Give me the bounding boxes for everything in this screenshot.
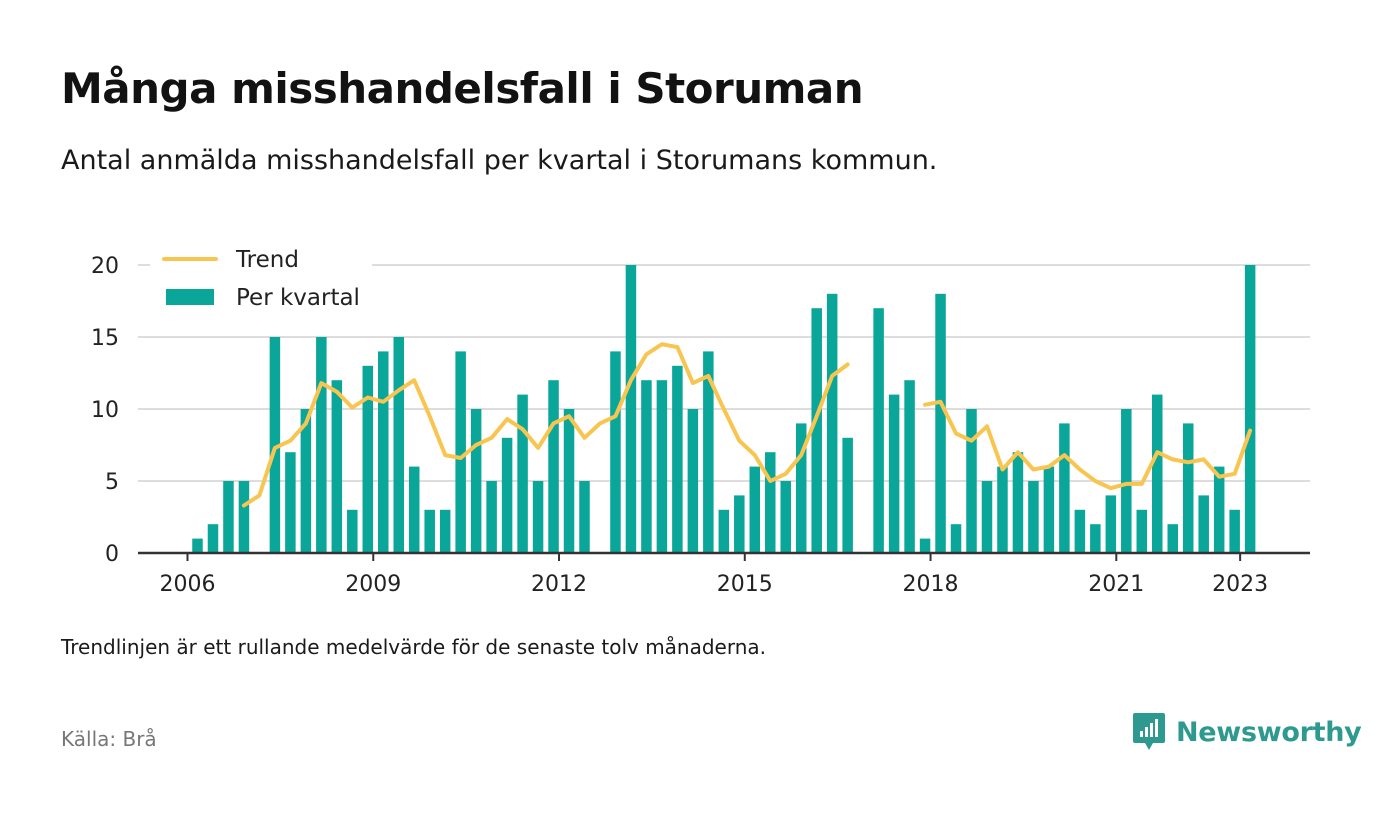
bar (765, 452, 776, 553)
x-tick-label: 2012 (531, 572, 587, 597)
y-tick-label: 5 (105, 470, 119, 495)
y-tick-label: 0 (105, 542, 119, 567)
legend-bar-swatch (166, 289, 214, 305)
bars (192, 265, 1256, 553)
bar (238, 481, 250, 553)
bar (656, 380, 668, 553)
bar (842, 437, 853, 553)
bar (966, 409, 977, 553)
x-tick-label: 2015 (717, 572, 773, 597)
bar (780, 481, 791, 553)
bar (672, 365, 683, 553)
bar (641, 380, 652, 553)
source-label: Källa: Brå (61, 727, 157, 751)
bar (734, 495, 745, 553)
legend: Trend Per kvartal (150, 242, 372, 314)
bar (192, 538, 203, 553)
bar (997, 466, 1008, 553)
bar (703, 351, 714, 553)
chart-note: Trendlinjen är ett rullande medelvärde f… (61, 635, 767, 659)
bar (981, 481, 993, 553)
bar (687, 409, 699, 553)
bar (362, 365, 374, 553)
bar (1043, 466, 1055, 553)
bar (393, 337, 404, 553)
bar (1136, 509, 1148, 553)
bar (811, 308, 822, 553)
bar (1244, 265, 1256, 553)
bar (904, 380, 915, 553)
bar (532, 481, 544, 553)
bar (207, 524, 219, 553)
bar (285, 452, 296, 553)
trend-line-segment (923, 399, 1253, 491)
trend-line (241, 342, 1253, 508)
bar (316, 337, 327, 553)
bar (455, 351, 466, 553)
bar (1074, 509, 1086, 553)
bar (1229, 509, 1240, 553)
bar (919, 538, 931, 553)
bar (1182, 423, 1194, 553)
x-tick-label: 2018 (903, 572, 959, 597)
bar (1012, 452, 1024, 553)
chart-title: Många misshandelsfall i Storuman (61, 64, 864, 113)
bar (331, 380, 343, 553)
bar (718, 509, 730, 553)
y-tick-label: 20 (91, 254, 119, 279)
legend-trend-label: Trend (235, 247, 299, 273)
bar (826, 293, 838, 553)
x-tick-label: 2021 (1088, 572, 1144, 597)
bar (1121, 409, 1132, 553)
bar (579, 481, 590, 553)
legend-bar-label: Per kvartal (236, 285, 360, 311)
x-tick-label: 2009 (345, 572, 401, 597)
bar (1198, 495, 1209, 553)
bar (424, 509, 435, 553)
chart-subtitle: Antal anmälda misshandelsfall per kvarta… (61, 145, 938, 176)
bar (625, 265, 637, 553)
bar (486, 481, 497, 553)
bar (888, 394, 900, 553)
bar (1213, 466, 1225, 553)
bar (223, 481, 234, 553)
bar (795, 423, 807, 553)
bar (408, 466, 420, 553)
bar (1105, 495, 1117, 553)
bar (935, 293, 946, 553)
x-tick-label: 2006 (160, 572, 216, 597)
bar (439, 509, 451, 553)
y-tick-label: 15 (91, 326, 119, 351)
bar (300, 409, 312, 553)
bar (749, 466, 761, 553)
bar (378, 351, 389, 553)
bar (610, 351, 621, 553)
y-tick-label: 10 (91, 398, 119, 423)
bar (548, 380, 559, 553)
bar (950, 524, 962, 553)
bar (347, 509, 358, 553)
bar (1028, 481, 1039, 553)
bar (517, 394, 528, 553)
newsworthy-logo-icon (1133, 713, 1165, 750)
bar (873, 308, 884, 553)
bar (1167, 524, 1178, 553)
x-tick-label: 2023 (1212, 572, 1268, 597)
trend-line-segment (241, 342, 850, 508)
bar (470, 409, 482, 553)
brand-name: Newsworthy (1176, 716, 1362, 748)
bar (1090, 524, 1101, 553)
bar (269, 337, 281, 553)
axes: 0 5 10 15 20 2006 2009 2012 2015 2018 2021 2023 (91, 254, 1310, 597)
bar (1059, 423, 1070, 553)
bar (563, 409, 575, 553)
brand-logo: Newsworthy (1132, 712, 1362, 752)
bar (1152, 394, 1163, 553)
bar (501, 437, 513, 553)
